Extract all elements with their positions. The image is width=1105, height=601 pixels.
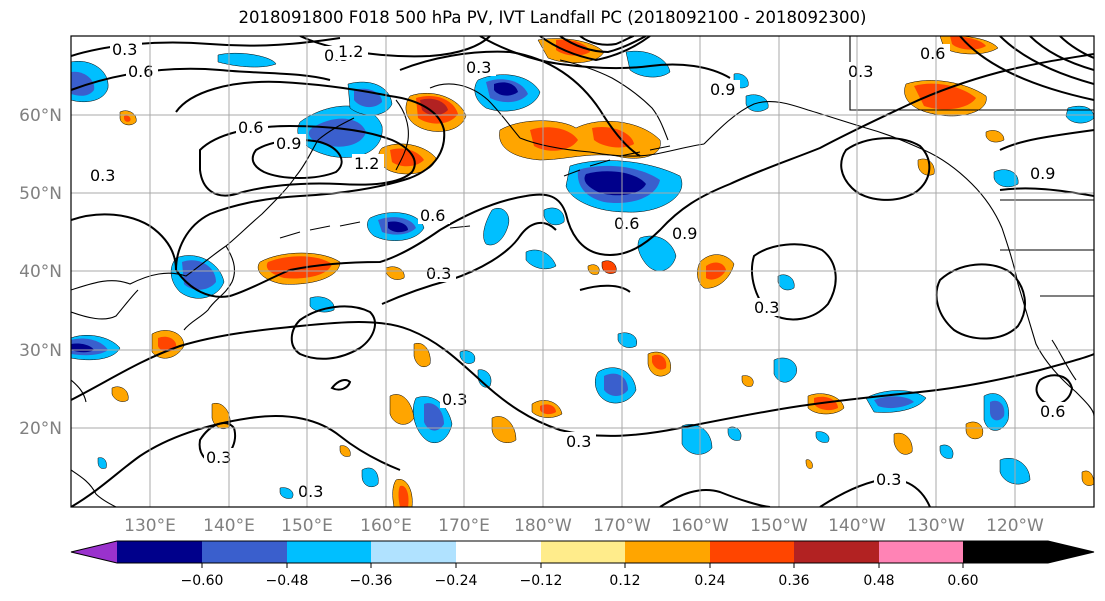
colorbar-tick-label: 0.60 bbox=[947, 573, 978, 589]
colorbar-segment bbox=[71, 541, 117, 563]
lat-label: 20°N bbox=[19, 419, 62, 439]
contour-label: 0.9 bbox=[276, 134, 301, 153]
colorbar-segment bbox=[456, 541, 541, 563]
contour-label: 0.3 bbox=[90, 166, 115, 185]
contour-label: 0.9 bbox=[672, 224, 697, 243]
latitude-labels: 60°N 50°N 40°N 30°N 20°N bbox=[19, 106, 62, 439]
colorbar-segment bbox=[625, 541, 710, 563]
lon-label: 170°W bbox=[593, 516, 651, 536]
lon-label: 120°W bbox=[986, 516, 1044, 536]
contour-label: 0.3 bbox=[442, 390, 467, 409]
colorbar-tick-label: −0.24 bbox=[435, 573, 478, 589]
colorbar-tick-label: −0.36 bbox=[350, 573, 393, 589]
contour-label: 0.6 bbox=[420, 206, 445, 225]
contour-label: 0.6 bbox=[238, 118, 263, 137]
colorbar-segment bbox=[963, 541, 1094, 563]
contour-label: 0.6 bbox=[920, 44, 945, 63]
contour-label: 0.3 bbox=[876, 470, 901, 489]
lat-label: 30°N bbox=[19, 341, 62, 361]
colorbar-segment bbox=[879, 541, 963, 563]
lon-label: 140°E bbox=[203, 516, 255, 536]
colorbar-segment bbox=[710, 541, 794, 563]
lon-label: 150°E bbox=[281, 516, 333, 536]
lon-label: 180°W bbox=[514, 516, 572, 536]
contour-label: 0.9 bbox=[710, 80, 735, 99]
pv-contours bbox=[71, 36, 1094, 507]
colorbar-segment bbox=[371, 541, 456, 563]
contour-label: 0.3 bbox=[848, 62, 873, 81]
contour-label: 0.6 bbox=[1040, 402, 1065, 421]
contour-label: 0.3 bbox=[206, 448, 231, 467]
colorbar-tick-label: 0.48 bbox=[863, 573, 894, 589]
contour-label: 0.9 bbox=[1030, 164, 1055, 183]
colorbar-tick-label: −0.60 bbox=[181, 573, 224, 589]
contour-labels: 0.3 0.6 0.9 1.2 0.6 0.9 1.2 0.3 0.6 0.3 … bbox=[88, 40, 1070, 501]
contour-label: 0.3 bbox=[754, 298, 779, 317]
gridlines bbox=[71, 36, 1094, 507]
colorbar-segment bbox=[794, 541, 879, 563]
colorbar-tick-label: −0.12 bbox=[520, 573, 563, 589]
contour-label: 1.2 bbox=[338, 42, 363, 61]
colorbar-tick-label: −0.48 bbox=[266, 573, 309, 589]
lon-label: 130°E bbox=[124, 516, 176, 536]
longitude-labels: 130°E 140°E 150°E 160°E 170°E 180°W 170°… bbox=[124, 516, 1044, 536]
contour-label: 0.3 bbox=[298, 482, 323, 501]
colorbar-tick-label: 0.12 bbox=[609, 573, 640, 589]
colorbar-segment bbox=[287, 541, 371, 563]
colorbar: −0.60 −0.48 −0.36 −0.24 −0.12 0.12 0.24 … bbox=[70, 540, 1095, 589]
map-content: 0.3 0.6 0.9 1.2 0.6 0.9 1.2 0.3 0.6 0.3 … bbox=[71, 36, 1094, 507]
lon-label: 140°W bbox=[828, 516, 886, 536]
contour-label: 0.6 bbox=[128, 62, 153, 81]
anomaly-fills bbox=[71, 36, 1094, 507]
map-border bbox=[70, 35, 1095, 508]
colorbar-segment bbox=[541, 541, 625, 563]
colorbar-outline bbox=[70, 540, 1095, 564]
lon-label: 130°W bbox=[907, 516, 965, 536]
lon-label: 160°W bbox=[671, 516, 729, 536]
lon-label: 170°E bbox=[438, 516, 490, 536]
lat-label: 50°N bbox=[19, 184, 62, 204]
lon-label: 150°W bbox=[750, 516, 808, 536]
contour-label: 0.3 bbox=[112, 40, 137, 59]
colorbar-tick-label: 0.36 bbox=[778, 573, 809, 589]
map-title: 2018091800 F018 500 hPa PV, IVT Landfall… bbox=[238, 8, 867, 27]
contour-label: 0.3 bbox=[466, 58, 491, 77]
contour-label: 0.3 bbox=[426, 264, 451, 283]
contour-label: 1.2 bbox=[354, 154, 379, 173]
contour-label: 0.6 bbox=[614, 214, 639, 233]
colorbar-segment bbox=[202, 541, 287, 563]
lon-label: 160°E bbox=[360, 516, 412, 536]
colorbar-ticks bbox=[201, 563, 964, 568]
lat-label: 40°N bbox=[19, 262, 62, 282]
colorbar-tick-label: 0.24 bbox=[694, 573, 725, 589]
lat-label: 60°N bbox=[19, 106, 62, 126]
contour-label: 0.3 bbox=[566, 432, 591, 451]
colorbar-segment bbox=[117, 541, 202, 563]
